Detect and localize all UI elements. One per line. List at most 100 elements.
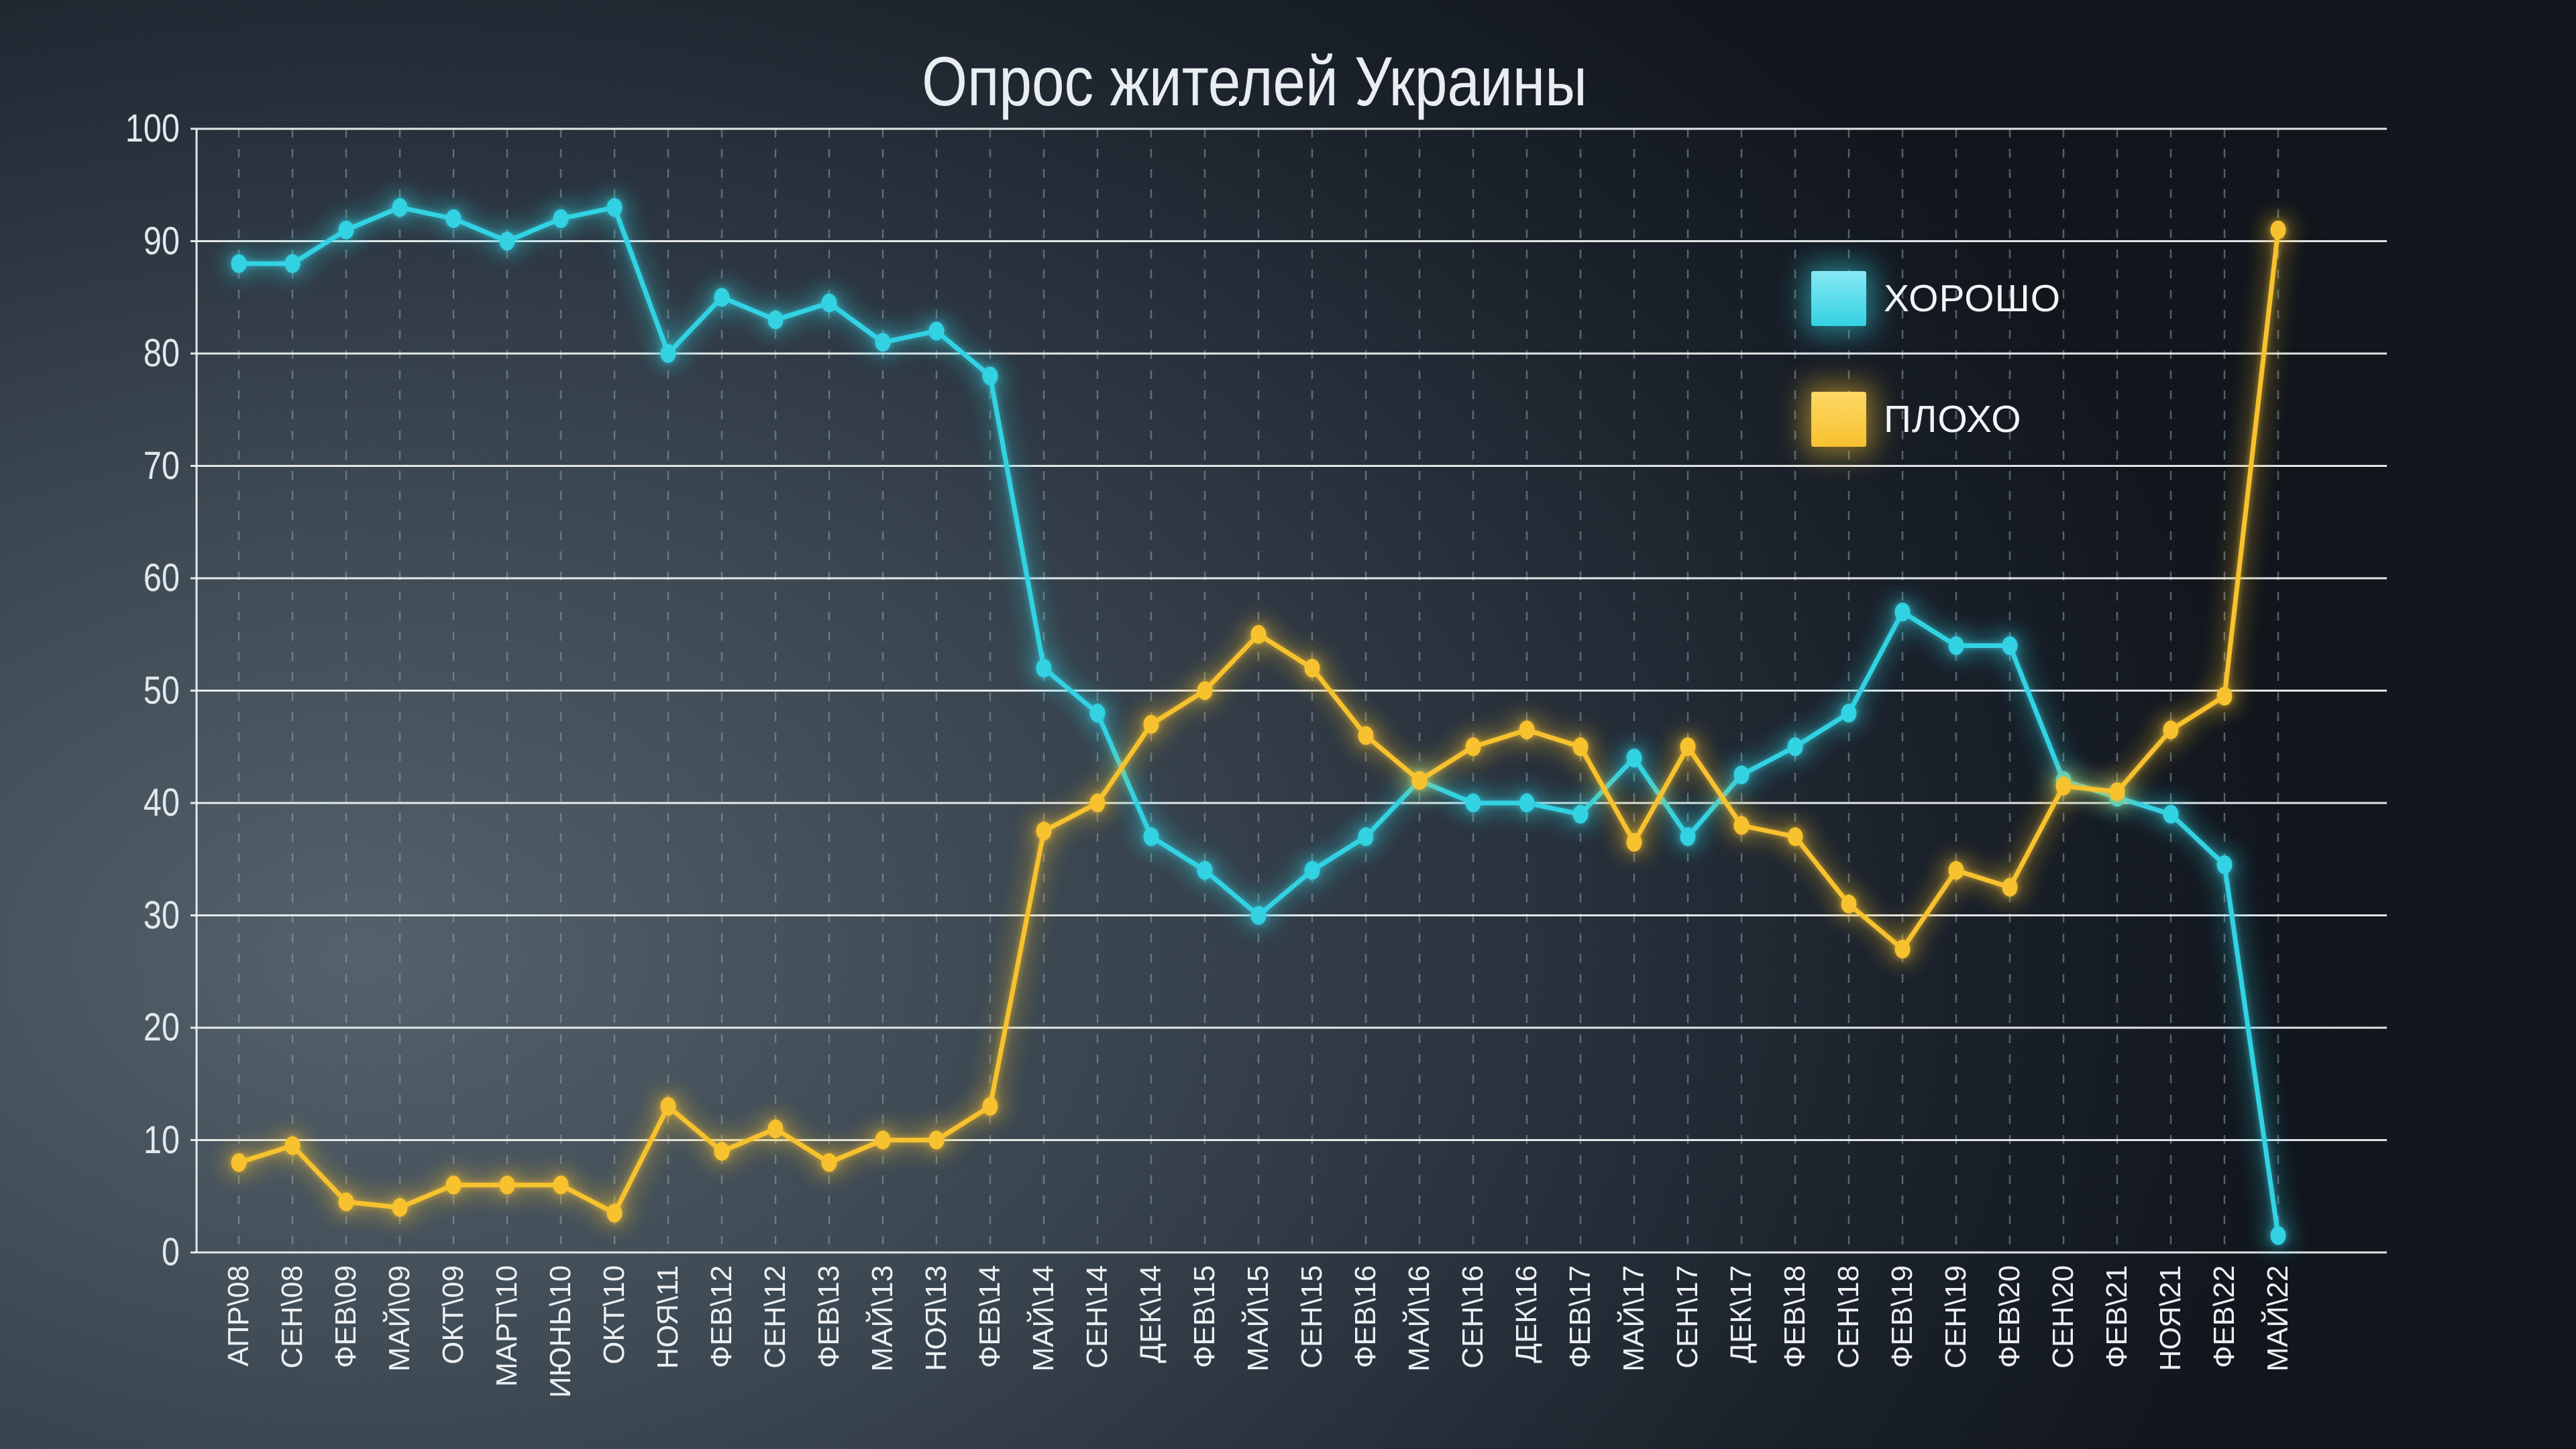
data-point-horosho [1680,827,1696,847]
y-tick-label: 70 [143,443,180,488]
x-tick-label: СЕН\12 [759,1265,792,1369]
data-point-horosho [606,198,623,217]
legend: ХОРОШО ПЛОХО [1811,271,2061,513]
chart-title: Опрос жителей Украины [922,43,1587,121]
x-tick-label: МАЙ\15 [1242,1265,1275,1372]
data-point-horosho [1036,659,1052,678]
data-point-ploho [392,1198,408,1217]
data-point-ploho [1733,816,1750,835]
data-point-ploho [1787,827,1803,847]
data-point-ploho [2163,720,2179,740]
x-tick-label: СЕН\17 [1671,1265,1704,1369]
x-tick-label: ФЕВ\19 [1886,1265,1919,1368]
data-point-horosho [982,366,998,386]
x-tick-label: ФЕВ\17 [1564,1265,1597,1368]
x-tick-label: НОЯ\13 [920,1265,953,1371]
data-point-ploho [2216,686,2233,706]
legend-swatch-ploho-icon [1811,392,1866,447]
data-point-horosho [1358,827,1374,847]
data-point-ploho [767,1119,784,1138]
data-point-ploho [928,1130,945,1150]
data-point-ploho [2002,877,2018,897]
data-point-horosho [553,209,569,228]
data-point-horosho [1626,749,1642,767]
data-point-ploho [1572,737,1589,757]
data-point-horosho [1519,794,1535,812]
data-point-ploho [1304,659,1320,678]
data-point-ploho [1894,939,1911,959]
y-tick-label: 20 [143,1006,180,1049]
x-tick-label: МАЙ\09 [383,1265,416,1372]
data-point-ploho [1036,821,1052,841]
legend-label-horosho: ХОРОШО [1884,277,2061,320]
data-point-ploho [2109,782,2125,802]
data-point-horosho [1948,636,1964,655]
y-tick-label: 60 [143,556,180,600]
data-point-horosho [1894,602,1911,622]
x-tick-label: ФЕВ\22 [2208,1265,2241,1368]
data-point-horosho [2163,804,2179,824]
x-tick-label: ОКТ\10 [598,1265,631,1364]
data-point-ploho [553,1175,569,1195]
y-tick-label: 30 [143,893,180,937]
data-point-ploho [1519,720,1535,740]
data-point-horosho [1572,804,1589,824]
x-tick-label: МАРТ\10 [490,1265,523,1387]
data-point-ploho [1948,861,1964,880]
data-point-ploho [714,1142,730,1161]
data-point-horosho [660,344,676,363]
x-tick-label: СЕН\19 [1939,1265,1972,1369]
data-point-horosho [2002,636,2018,655]
x-tick-label: НОЯ\11 [651,1265,684,1369]
data-point-ploho [338,1192,354,1212]
data-point-ploho [1841,894,1857,914]
legend-swatch-horosho-icon [1811,271,1866,326]
x-tick-label: МАЙ\22 [2261,1265,2294,1372]
data-point-horosho [1089,704,1106,722]
data-point-ploho [606,1203,623,1223]
x-tick-label: СЕН\18 [1832,1265,1865,1369]
data-point-ploho [1626,833,1642,852]
x-tick-label: СЕН\20 [2047,1265,2080,1369]
y-tick-label: 0 [161,1230,180,1274]
x-tick-label: ДЕК\14 [1134,1265,1167,1363]
data-point-horosho [1197,861,1213,880]
data-point-ploho [1143,714,1159,734]
x-tick-label: ФЕВ\15 [1188,1265,1221,1368]
y-tick-label: 100 [125,107,180,150]
x-tick-label: ФЕВ\12 [705,1265,738,1368]
x-tick-label: ФЕВ\14 [973,1265,1006,1368]
x-tick-label: МАЙ\13 [866,1265,899,1372]
data-point-horosho [821,293,837,313]
x-tick-label: МАЙ\14 [1027,1265,1060,1372]
legend-item-ploho: ПЛОХО [1811,392,2061,447]
x-tick-label: ФЕВ\21 [2100,1265,2133,1368]
data-point-ploho [1089,794,1106,812]
data-point-ploho [821,1153,837,1172]
data-point-ploho [1250,625,1267,644]
x-tick-label: СЕН\14 [1081,1265,1114,1369]
data-point-ploho [1465,737,1481,757]
x-tick-label: СЕН\08 [276,1265,309,1369]
data-point-ploho [660,1097,676,1116]
data-point-horosho [1465,794,1481,812]
x-tick-label: АПР\08 [222,1265,255,1366]
data-point-horosho [338,220,354,239]
data-point-horosho [1250,906,1267,925]
x-tick-label: СЕН\15 [1295,1265,1328,1369]
y-tick-label: 40 [143,781,180,824]
x-tick-label: ИЮНЬ\10 [544,1265,577,1398]
x-tick-label: МАЙ\16 [1403,1265,1436,1372]
x-tick-label: ДЕК\17 [1725,1265,1758,1363]
data-point-ploho [231,1153,247,1172]
data-point-horosho [875,333,891,352]
data-point-horosho [2216,855,2233,875]
x-tick-label: ФЕВ\09 [329,1265,362,1368]
data-point-horosho [2270,1226,2286,1245]
x-tick-label: ДЕК\16 [1510,1265,1543,1363]
data-point-ploho [1197,681,1213,700]
data-point-horosho [1304,861,1320,880]
y-tick-label: 50 [143,668,180,712]
x-tick-label: ФЕВ\18 [1778,1265,1811,1368]
